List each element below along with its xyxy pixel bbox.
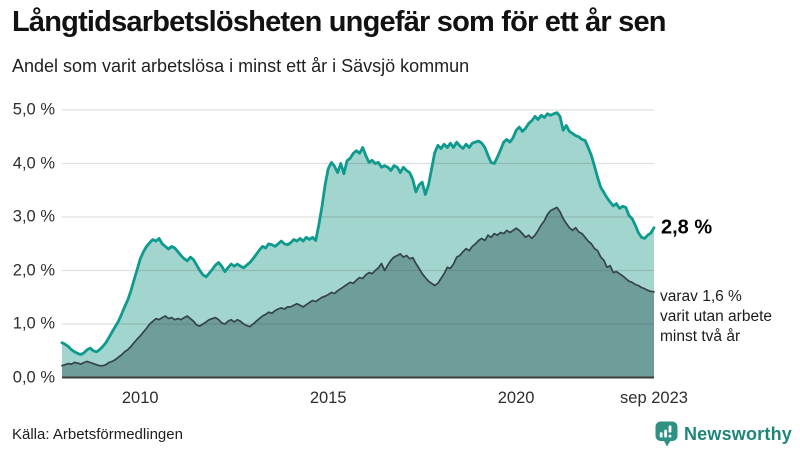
newsworthy-wordmark: Newsworthy <box>683 423 792 444</box>
secondary-annotation-line: minst två år <box>660 327 741 345</box>
newsworthy-logo: Newsworthy <box>655 421 792 447</box>
secondary-annotation-line: varav 1,6 % <box>660 287 742 305</box>
y-tick-label: 5,0 % <box>12 100 55 119</box>
area-layers <box>62 112 654 378</box>
line-total <box>60 111 656 356</box>
gridlines <box>62 109 654 325</box>
newsworthy-bubble-chart-icon <box>655 421 678 447</box>
x-tick-label: 2020 <box>497 389 535 407</box>
x-tick-label: sep 2023 <box>620 389 688 407</box>
chart-subtitle: Andel som varit arbetslösa i minst ett å… <box>12 56 470 76</box>
y-tick-label: 0,0 % <box>12 368 55 386</box>
y-tick-label: 1,0 % <box>12 314 55 333</box>
line-two-years <box>61 206 655 367</box>
y-tick-label: 3,0 % <box>12 207 55 226</box>
page-title: Långtidsarbetslösheten ungefär som för e… <box>12 6 667 38</box>
y-tick-label: 4,0 % <box>12 154 55 172</box>
x-tick-label: 2015 <box>309 389 347 407</box>
source-note: Källa: Arbetsförmedlingen <box>12 426 183 443</box>
secondary-annotation-line: varit utan arbete <box>660 307 773 325</box>
area-two-years <box>62 207 654 378</box>
secondary-annotation: varav 1,6 % varit utan arbete minst två … <box>660 287 772 346</box>
y-tick-label: 2,0 % <box>12 261 55 279</box>
x-tick-label: 2010 <box>121 389 159 407</box>
latest-value-label: 2,8 % <box>661 216 713 239</box>
